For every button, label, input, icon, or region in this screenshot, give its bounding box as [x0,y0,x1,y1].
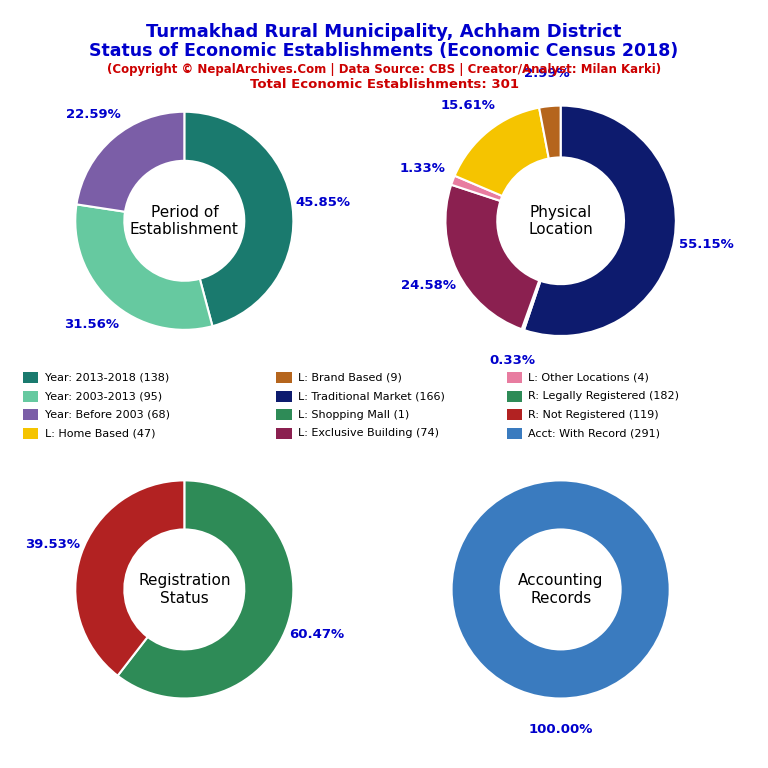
Text: 24.58%: 24.58% [401,279,455,292]
Wedge shape [75,481,184,676]
Text: L: Home Based (47): L: Home Based (47) [45,428,155,439]
Text: L: Exclusive Building (74): L: Exclusive Building (74) [298,428,439,439]
Text: Period of
Establishment: Period of Establishment [130,204,239,237]
Wedge shape [521,280,541,330]
Text: 0.33%: 0.33% [489,353,535,366]
Wedge shape [452,481,670,699]
Text: L: Brand Based (9): L: Brand Based (9) [298,372,402,383]
Text: 45.85%: 45.85% [295,196,350,209]
Text: Year: 2003-2013 (95): Year: 2003-2013 (95) [45,391,162,402]
Text: 55.15%: 55.15% [679,238,733,251]
Wedge shape [77,111,184,212]
Wedge shape [524,105,676,336]
Text: 1.33%: 1.33% [399,162,445,175]
Text: 39.53%: 39.53% [25,538,80,551]
Text: (Copyright © NepalArchives.Com | Data Source: CBS | Creator/Analyst: Milan Karki: (Copyright © NepalArchives.Com | Data So… [107,63,661,76]
Text: L: Other Locations (4): L: Other Locations (4) [528,372,649,383]
Wedge shape [445,185,539,329]
Text: 15.61%: 15.61% [441,100,495,112]
Text: 22.59%: 22.59% [66,108,121,121]
Wedge shape [75,204,213,329]
Text: 31.56%: 31.56% [64,318,118,331]
Text: Status of Economic Establishments (Economic Census 2018): Status of Economic Establishments (Econo… [89,42,679,60]
Text: L: Traditional Market (166): L: Traditional Market (166) [298,391,445,402]
Text: 2.99%: 2.99% [524,68,570,81]
Text: Registration
Status: Registration Status [138,573,230,606]
Text: Physical
Location: Physical Location [528,204,593,237]
Wedge shape [184,111,293,326]
Text: Acct: With Record (291): Acct: With Record (291) [528,428,660,439]
Text: R: Not Registered (119): R: Not Registered (119) [528,409,659,420]
Text: 100.00%: 100.00% [528,723,593,736]
Text: Year: 2013-2018 (138): Year: 2013-2018 (138) [45,372,169,383]
Text: 60.47%: 60.47% [289,628,344,641]
Wedge shape [118,481,293,698]
Wedge shape [539,105,561,158]
Wedge shape [452,176,502,201]
Text: Total Economic Establishments: 301: Total Economic Establishments: 301 [250,78,518,91]
Text: Accounting
Records: Accounting Records [518,573,604,606]
Text: R: Legally Registered (182): R: Legally Registered (182) [528,391,680,402]
Wedge shape [455,108,549,196]
Text: Turmakhad Rural Municipality, Achham District: Turmakhad Rural Municipality, Achham Dis… [147,23,621,41]
Text: L: Shopping Mall (1): L: Shopping Mall (1) [298,409,409,420]
Text: Year: Before 2003 (68): Year: Before 2003 (68) [45,409,170,420]
